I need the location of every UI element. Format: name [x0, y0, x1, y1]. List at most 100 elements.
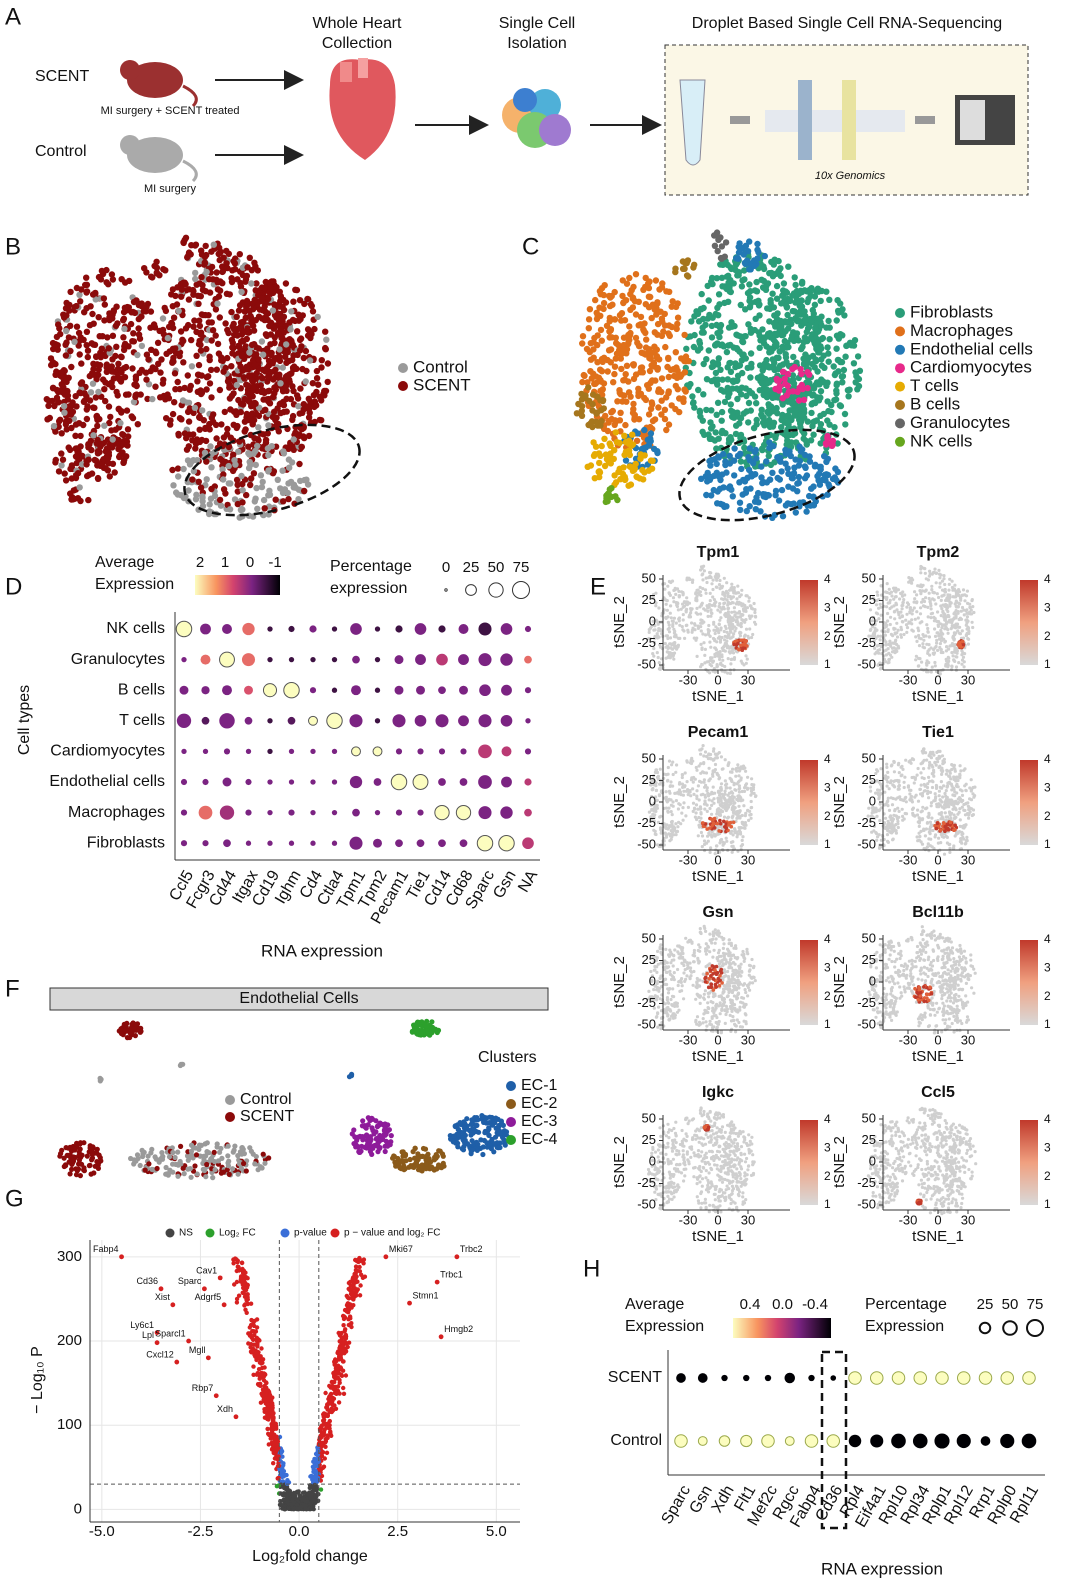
expression-dot [267, 748, 273, 755]
cell-point [286, 319, 293, 326]
cell-point [273, 284, 280, 291]
cell-point [877, 617, 881, 621]
cell-point [111, 469, 118, 476]
cell-point [902, 598, 906, 602]
expression-dot [395, 625, 403, 633]
cell-point [797, 423, 804, 431]
cell-point [109, 332, 117, 339]
cell-point [635, 389, 642, 396]
cell-point [715, 640, 719, 644]
cell-point [720, 607, 724, 611]
cell-point [274, 329, 282, 337]
cell-point [163, 415, 170, 422]
cell-point [72, 474, 80, 482]
cell-point [58, 369, 65, 376]
cell-point [638, 349, 645, 356]
cell-point [782, 319, 790, 326]
cell-point [717, 651, 721, 655]
cell-point [777, 454, 784, 461]
cell-point [311, 403, 318, 411]
cell-point [85, 456, 92, 463]
cell-point [627, 481, 635, 488]
cell-point [842, 421, 849, 428]
cell-point [622, 371, 629, 378]
cell-point [83, 274, 90, 281]
cell-point [942, 577, 946, 581]
expression-dot [309, 625, 317, 633]
cell-point [645, 385, 652, 392]
group-label: SCENT [35, 68, 89, 85]
cell-point [806, 492, 813, 500]
cell-point [243, 410, 250, 418]
cell-point [759, 367, 766, 374]
cell-point [716, 485, 724, 492]
cell-point [956, 605, 960, 609]
cell-point [708, 377, 715, 385]
cell-point [700, 566, 704, 571]
expression-dot [417, 809, 424, 816]
cell-point [710, 582, 714, 586]
cell-point [62, 352, 70, 359]
cell-point [791, 274, 798, 281]
cell-point [210, 241, 217, 248]
cell-point [302, 378, 309, 385]
colorbar-tick-label: 2 [196, 554, 204, 571]
cell-point [55, 321, 62, 328]
cell-point [108, 271, 116, 278]
cell-point [742, 634, 747, 639]
cell-point [670, 365, 677, 373]
cell-point [270, 278, 277, 285]
cell-point [877, 606, 881, 610]
cell-point [889, 615, 893, 619]
cell-point [729, 662, 733, 666]
cell-point [961, 593, 965, 597]
cell-point [169, 324, 177, 332]
expression-dot [219, 805, 235, 820]
cell-point [957, 588, 961, 592]
cell-point [249, 421, 256, 428]
cell-point [959, 598, 963, 602]
expression-dot [416, 685, 425, 695]
cell-point [941, 609, 945, 614]
cell-point [672, 657, 676, 661]
expression-dot [458, 654, 469, 666]
cell-point [682, 388, 689, 395]
cell-point [197, 347, 205, 354]
cell-point [672, 268, 679, 276]
cell-point [926, 615, 930, 619]
cell-point [723, 469, 730, 476]
cell-point [752, 601, 756, 606]
cell-point [83, 415, 91, 423]
expression-dot [525, 718, 531, 724]
expression-dot [459, 685, 468, 695]
y-tick-label: -25 [857, 635, 876, 650]
cell-point [620, 464, 627, 471]
cell-point [67, 411, 75, 418]
cell-point [876, 648, 880, 653]
cell-point [908, 611, 912, 615]
cell-point [237, 319, 245, 326]
cell-point [597, 397, 604, 404]
cell-point [587, 356, 595, 363]
cell-point [108, 368, 116, 375]
cell-point [723, 503, 730, 510]
cell-point [674, 646, 679, 650]
cell-point [876, 593, 880, 597]
cell-point [262, 436, 270, 444]
cell-point [699, 603, 704, 607]
cell-point [904, 623, 909, 627]
cell-point [939, 614, 943, 618]
cell-point [901, 590, 905, 594]
cell-point [648, 362, 655, 369]
cell-point [691, 313, 698, 320]
cell-point [93, 412, 101, 420]
cell-point [965, 618, 969, 622]
cell-point [586, 397, 593, 405]
cell-point [723, 348, 731, 356]
cell-point [172, 292, 179, 300]
cell-point [295, 432, 303, 440]
cell-point [711, 595, 715, 599]
cell-point [230, 258, 237, 265]
cell-point [959, 617, 964, 621]
cell-point [747, 374, 754, 381]
